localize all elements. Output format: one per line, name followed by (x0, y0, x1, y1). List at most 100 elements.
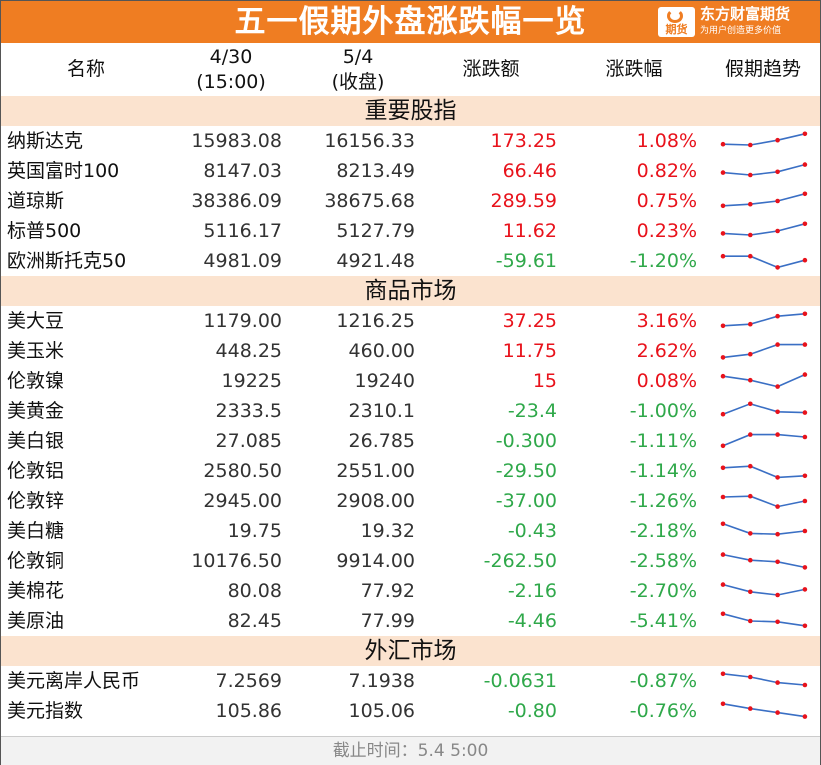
title-bar: 五一假期外盘涨跌幅一览 期货 东方财富期货 为用户创造更多价值 (1, 1, 820, 43)
sparkline-point (748, 232, 753, 238)
sparkline-point (775, 198, 780, 204)
row-name: 美棉花 (7, 580, 65, 602)
trend-sparkline (720, 582, 808, 598)
row-change-pct: -0.87% (629, 670, 697, 692)
row-change: -0.300 (495, 430, 557, 452)
row-change-pct: -1.26% (629, 490, 697, 512)
row-value-0504: 77.92 (360, 580, 415, 602)
row-name: 伦敦锌 (7, 490, 65, 512)
row-name: 伦敦镍 (7, 370, 65, 392)
header-pct: 涨跌幅 (605, 58, 663, 80)
sparkline-point (720, 611, 726, 617)
sparkline-point (748, 432, 753, 437)
sparkline-path (722, 313, 805, 327)
sparkline-point (748, 589, 753, 595)
sparkline-point (802, 372, 808, 377)
row-change-pct: -1.14% (629, 460, 697, 482)
row-name: 伦敦铜 (7, 550, 65, 572)
table-row: 伦敦铜 10176.50 9914.00 -262.50 -2.58% (1, 546, 820, 576)
table-row: 伦敦铝 2580.50 2551.00 -29.50 -1.14% (1, 456, 820, 486)
row-change-pct: -1.00% (629, 400, 697, 422)
row-value-0504: 19240 (354, 370, 415, 392)
sparkline-point (775, 504, 780, 509)
row-name: 美原油 (7, 610, 65, 632)
sparkline-point (720, 323, 726, 329)
row-value-0504: 9914.00 (336, 550, 415, 572)
table-row: 美棉花 80.08 77.92 -2.16 -2.70% (1, 576, 820, 606)
table-row: 美玉米 448.25 460.00 11.75 2.62% (1, 336, 820, 366)
sparkline-point (775, 228, 780, 234)
trend-sparkline (720, 401, 808, 417)
row-value-0504: 77.99 (360, 610, 415, 632)
row-name: 纳斯达克 (7, 130, 84, 152)
row-name: 欧洲斯托克50 (7, 250, 127, 272)
sparkline-point (802, 221, 808, 227)
row-value-0430: 19.75 (227, 520, 282, 542)
row-name: 伦敦铝 (7, 460, 65, 482)
trend-sparkline (720, 671, 808, 688)
row-value-0504: 2310.1 (348, 400, 415, 422)
row-change: -29.50 (495, 460, 557, 482)
header-col2-note: (收盘) (331, 71, 385, 93)
row-change: 11.62 (502, 220, 557, 242)
trend-sparkline (720, 493, 808, 509)
sparkline-point (720, 701, 726, 707)
table-row: 美白糖 19.75 19.32 -0.43 -2.18% (1, 516, 820, 546)
sparkline-path (722, 703, 806, 718)
trend-sparkline (720, 552, 808, 570)
trend-sparkline (720, 311, 808, 329)
sparkline-point (720, 203, 726, 209)
row-value-0504: 38675.68 (324, 190, 415, 212)
sparkline-point (775, 710, 780, 715)
header-col2-date: 5/4 (342, 46, 374, 68)
sparkline-point (802, 498, 808, 504)
table-row: 英国富时100 8147.03 8213.49 66.46 0.82% (1, 156, 820, 186)
sparkline-point (802, 682, 808, 688)
brand-logo-icon: 期货 (658, 7, 695, 37)
sparkline-point (775, 680, 780, 685)
sparkline-point (775, 137, 780, 143)
sparkline-point (802, 410, 808, 415)
sparkline-point (748, 531, 753, 536)
sparkline-path (722, 402, 805, 415)
row-value-0504: 460.00 (348, 340, 415, 362)
row-change-pct: -2.58% (629, 550, 697, 572)
row-value-0430: 38386.09 (191, 190, 282, 212)
sparkline-path (722, 495, 806, 508)
row-value-0504: 16156.33 (324, 130, 415, 152)
sparkline-path (722, 465, 805, 479)
section-header: 商品市场 (1, 276, 820, 306)
row-change-pct: -1.20% (629, 250, 697, 272)
row-name: 美白银 (7, 430, 65, 452)
row-value-0430: 10176.50 (191, 550, 282, 572)
row-name: 美白糖 (7, 520, 65, 542)
sparkline-point (720, 582, 726, 587)
sparkline-path (722, 523, 805, 536)
row-name: 美元指数 (7, 700, 84, 722)
sparkline-point (802, 311, 808, 317)
sparkline-point (775, 619, 780, 625)
row-change-pct: 2.62% (636, 340, 697, 362)
row-change: -0.0631 (483, 670, 557, 692)
row-value-0430: 105.86 (215, 700, 282, 722)
sparkline-point (802, 623, 808, 629)
sparkline-point (775, 432, 780, 437)
row-change: -59.61 (495, 250, 557, 272)
sparkline-point (720, 465, 726, 471)
sparkline-point (775, 384, 780, 389)
sparkline-point (748, 253, 753, 259)
sparkline-point (720, 355, 726, 360)
sparkline-point (748, 201, 753, 207)
table-row: 美大豆 1179.00 1216.25 37.25 3.16% (1, 306, 820, 336)
row-value-0430: 82.45 (227, 610, 282, 632)
row-change: 66.46 (502, 160, 557, 182)
sparkline-path (722, 583, 806, 596)
sparkline-point (720, 141, 726, 147)
row-name: 美玉米 (7, 340, 65, 362)
sparkline-point (720, 411, 726, 417)
row-value-0504: 7.1938 (348, 670, 415, 692)
sparkline-point (802, 528, 808, 534)
logo-mark-icon (667, 9, 683, 23)
trend-sparkline (720, 253, 808, 270)
